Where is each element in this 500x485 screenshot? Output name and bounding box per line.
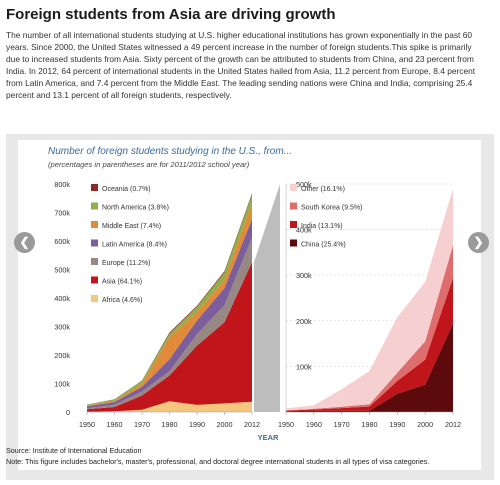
right-x-tick-label: 1950 xyxy=(278,420,294,429)
right-x-tick-label: 1990 xyxy=(389,420,405,429)
left-area-3 xyxy=(87,219,252,409)
left-legend-swatch xyxy=(91,221,98,228)
left-area-1 xyxy=(87,262,252,412)
right-area-2 xyxy=(286,245,453,411)
chart-subtitle: (percentages in parentheses are for 2011… xyxy=(48,160,250,169)
left-legend-label: Europe (11.2%) xyxy=(102,260,151,267)
right-y-tick-label: 100k xyxy=(296,362,312,371)
left-legend-label: Oceania (0.7%) xyxy=(102,186,151,193)
right-legend-label: South Korea (9.5%) xyxy=(301,205,362,212)
right-legend-swatch xyxy=(290,184,297,191)
right-y-tick-label: 200k xyxy=(296,317,312,326)
source-text: Source: Institute of International Educa… xyxy=(6,446,142,455)
left-x-tick-label: 1970 xyxy=(134,420,150,429)
left-x-tick-label: 2000 xyxy=(217,420,233,429)
right-x-tick-label: 2012 xyxy=(445,420,461,429)
right-legend-label: China (25.4%) xyxy=(301,242,346,249)
left-legend-label: Middle East (7.4%) xyxy=(102,223,161,230)
x-axis-label: YEAR xyxy=(258,433,279,442)
left-y-tick-label: 0 xyxy=(66,408,70,417)
left-legend-swatch xyxy=(91,276,98,284)
intro-paragraph: The number of all international students… xyxy=(6,30,476,101)
right-legend-label: India (13.1%) xyxy=(301,223,343,230)
left-legend-swatch xyxy=(91,239,98,247)
chevron-right-icon: ❯ xyxy=(473,235,484,249)
right-y-tick-label: 400k xyxy=(296,226,312,235)
right-area-3 xyxy=(286,188,453,411)
right-legend-label: Other (16.1%) xyxy=(301,186,345,193)
next-slide-button[interactable]: ❯ xyxy=(468,232,489,253)
right-x-tick-label: 1980 xyxy=(362,420,378,429)
right-x-tick-label: 1970 xyxy=(334,420,350,429)
page-title: Foreign students from Asia are driving g… xyxy=(6,6,336,23)
left-legend-swatch xyxy=(91,184,98,191)
left-legend-label: Asia (64.1%) xyxy=(102,279,142,286)
left-legend-swatch xyxy=(91,258,98,265)
previous-slide-button[interactable]: ❮ xyxy=(14,232,35,253)
right-y-tick-label: 500k xyxy=(296,180,312,189)
left-y-tick-label: 700k xyxy=(54,209,70,218)
left-legend-label: Africa (4.6%) xyxy=(102,297,142,304)
note-text: Note: This figure includes bachelor's, m… xyxy=(6,457,430,466)
right-x-tick-label: 1960 xyxy=(306,420,322,429)
left-y-tick-label: 400k xyxy=(54,294,70,303)
chart-title: Number of foreign students studying in t… xyxy=(48,146,293,157)
left-legend-swatch xyxy=(91,202,98,210)
left-legend-swatch xyxy=(91,295,98,302)
asia-connector-band xyxy=(254,184,280,412)
right-area-1 xyxy=(286,277,453,412)
left-y-tick-label: 200k xyxy=(54,351,70,360)
left-y-tick-label: 800k xyxy=(54,180,70,189)
right-y-tick-label: 300k xyxy=(296,271,312,280)
left-legend-label: Latin America (8.4%) xyxy=(102,242,167,249)
left-y-tick-label: 600k xyxy=(54,237,70,246)
left-x-tick-label: 1960 xyxy=(107,420,123,429)
right-area-0 xyxy=(286,323,453,412)
chevron-left-icon: ❮ xyxy=(19,235,30,249)
left-x-tick-label: 1950 xyxy=(79,420,95,429)
right-x-tick-label: 2000 xyxy=(417,420,433,429)
left-area-2 xyxy=(87,237,252,410)
right-legend-swatch xyxy=(290,221,297,228)
left-y-tick-label: 300k xyxy=(54,323,70,332)
left-x-tick-label: 1990 xyxy=(189,420,205,429)
left-x-tick-label: 1980 xyxy=(162,420,178,429)
right-legend-swatch xyxy=(290,202,297,210)
left-x-tick-label: 2012 xyxy=(244,420,260,429)
left-legend-label: North America (3.8%) xyxy=(102,205,169,212)
left-y-tick-label: 100k xyxy=(54,380,70,389)
left-y-tick-label: 500k xyxy=(54,266,70,275)
left-area-0 xyxy=(87,401,252,412)
right-legend-swatch xyxy=(290,239,297,247)
